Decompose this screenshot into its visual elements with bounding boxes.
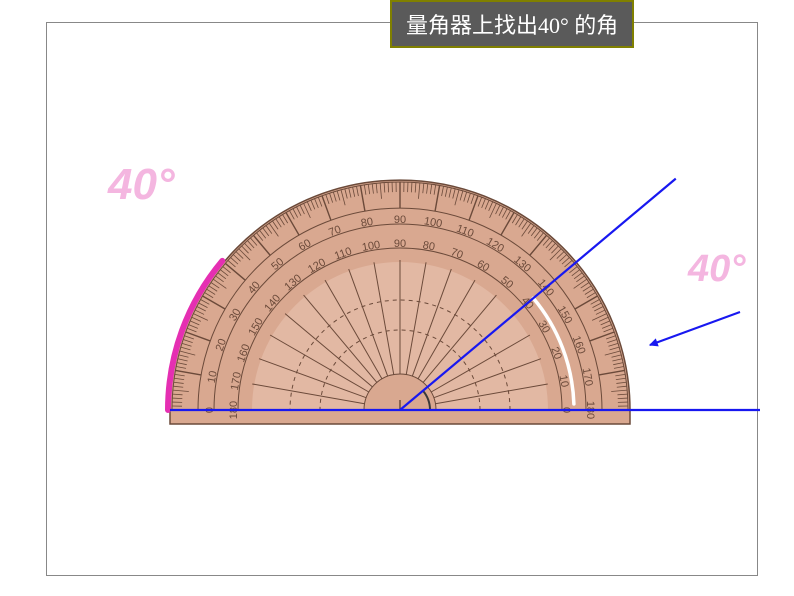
scale-inner-num: 10 (557, 374, 571, 388)
scale-outer-num: 10 (206, 370, 220, 384)
scale-inner-num: 80 (422, 239, 436, 253)
protractor-diagram: 0102030405060708090100110120130140150160… (0, 0, 794, 596)
title-text: 量角器上找出40° 的角 (406, 13, 618, 38)
tick (618, 398, 628, 399)
scale-outer-num: 80 (360, 216, 374, 230)
scale-outer-num: 90 (394, 214, 406, 226)
tick (388, 182, 389, 192)
scale-inner-num: 90 (394, 238, 406, 250)
tick (411, 182, 412, 192)
title-box: 量角器上找出40° 的角 (390, 0, 634, 48)
tick (172, 398, 182, 399)
pointer-arrow-line (650, 312, 740, 345)
pointer-arrow-head (650, 339, 658, 346)
